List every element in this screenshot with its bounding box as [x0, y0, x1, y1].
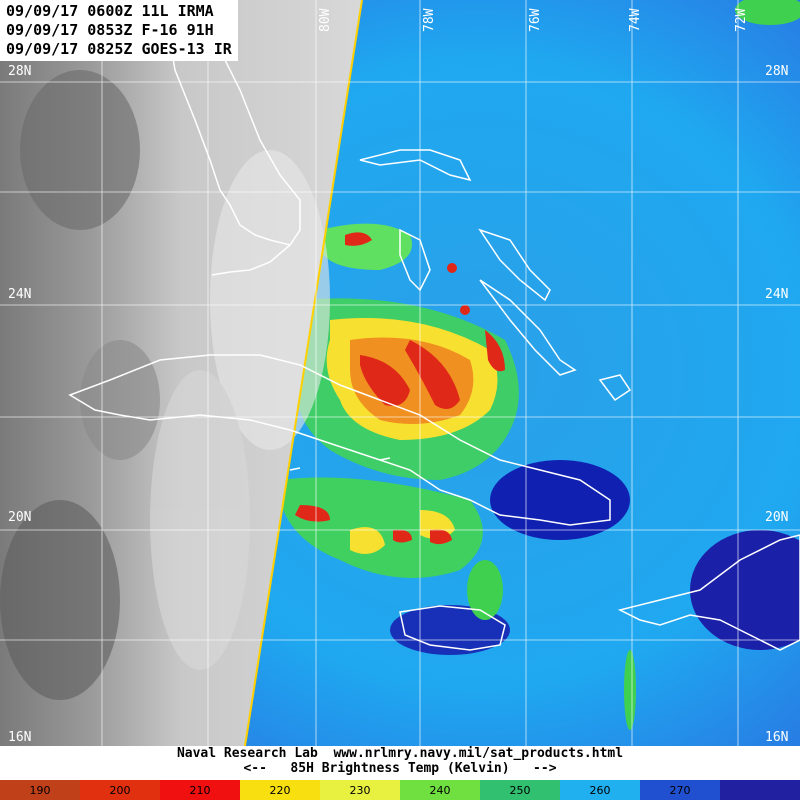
- header-line-infrared: 09/09/17 0825Z GOES-13 IR: [6, 40, 232, 58]
- satellite-map: [0, 0, 800, 746]
- colorbar-tick-label: 220: [269, 783, 291, 797]
- florida-keys: [211, 244, 291, 276]
- colorbar-segment: [720, 780, 800, 800]
- lon-label-78w: 78W: [422, 8, 437, 32]
- green-band-south: [624, 650, 636, 730]
- colorbar-tick-label: 210: [189, 783, 211, 797]
- cuba-coast: [68, 354, 611, 526]
- colorbar-tick-label: 270: [669, 783, 691, 797]
- florida-coast: [167, 0, 301, 246]
- header-line-microwave: 09/09/17 0853Z F-16 91H: [6, 21, 214, 39]
- colorbar-segment: 200: [80, 780, 160, 800]
- cold-region-cuba-east: [490, 460, 630, 540]
- bahamas-exumas: [479, 279, 577, 376]
- green-patch-south: [467, 560, 503, 620]
- colorbar-segment: 230: [320, 780, 400, 800]
- colorbar-segment: 220: [240, 780, 320, 800]
- hurricane-irma-rainbands: [280, 223, 519, 578]
- lon-label-74w: 74W: [628, 8, 643, 32]
- lat-label-24n-left: 24N: [8, 287, 32, 302]
- lat-label-24n-right: 24N: [765, 287, 789, 302]
- colorbar-segment: 190: [0, 780, 80, 800]
- legend-title: <-- 85H Brightness Temp (Kelvin) -->: [243, 761, 557, 776]
- cayman-islands: [289, 457, 391, 471]
- lon-label-80w: 80W: [318, 8, 333, 32]
- colorbar-segment: 260: [560, 780, 640, 800]
- hispaniola-coast: [617, 534, 800, 651]
- colorbar-tick-label: 230: [349, 783, 371, 797]
- lon-label-76w: 76W: [528, 8, 543, 32]
- colorbar-tick-label: 250: [509, 783, 531, 797]
- bahamas-north: [359, 149, 472, 182]
- bahamas-andros: [399, 228, 431, 292]
- colorbar: 190 200 210 220 230 240 250 260 270: [0, 780, 800, 800]
- bahamas-eleuthera: [478, 228, 551, 302]
- colorbar-segment: 210: [160, 780, 240, 800]
- lat-label-20n-left: 20N: [8, 510, 32, 525]
- lat-label-28n-left: 28N: [8, 64, 32, 79]
- lat-label-28n-right: 28N: [765, 64, 789, 79]
- swath-boundary-line: [244, 0, 363, 746]
- image-header: 09/09/17 0600Z 11L IRMA 09/09/17 0853Z F…: [0, 0, 238, 61]
- green-patch-ne: [735, 0, 800, 25]
- colorbar-segment: 270: [640, 780, 720, 800]
- colorbar-tick-label: 240: [429, 783, 451, 797]
- colorbar-tick-label: 200: [109, 783, 131, 797]
- jamaica-coast: [399, 605, 506, 651]
- colorbar-tick-label: 190: [29, 783, 51, 797]
- header-line-analysis: 09/09/17 0600Z 11L IRMA: [6, 2, 214, 20]
- lat-label-16n-left: 16N: [8, 730, 32, 745]
- lat-label-20n-right: 20N: [765, 510, 789, 525]
- lat-label-16n-right: 16N: [765, 730, 789, 745]
- image-footer: Naval Research Lab www.nrlmry.navy.mil/s…: [0, 746, 800, 780]
- coastlines: [68, 0, 800, 651]
- colorbar-segment: 240: [400, 780, 480, 800]
- turks-caicos: [598, 374, 632, 402]
- lon-label-72w: 72W: [734, 8, 749, 32]
- colorbar-tick-label: 260: [589, 783, 611, 797]
- lat-lon-grid: [0, 0, 800, 746]
- credit-line: Naval Research Lab www.nrlmry.navy.mil/s…: [176, 746, 624, 761]
- colorbar-segment: 250: [480, 780, 560, 800]
